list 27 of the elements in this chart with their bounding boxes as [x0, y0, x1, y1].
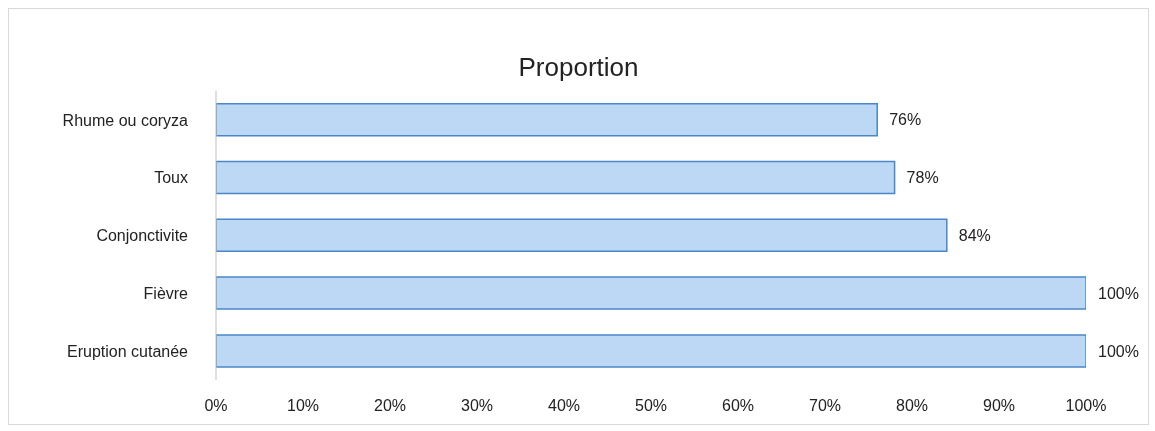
x-tick-label: 70%	[808, 397, 842, 415]
bar	[216, 102, 878, 137]
y-tick-label: Toux	[154, 169, 188, 187]
y-tick-label: Rhume ou coryza	[62, 111, 189, 129]
bar	[216, 276, 1086, 310]
chart-title: Proportion	[517, 51, 640, 84]
bar	[216, 218, 948, 253]
data-label: 100%	[1098, 284, 1139, 302]
x-tick-label: 40%	[547, 397, 581, 415]
x-tick-label: 10%	[286, 397, 320, 415]
x-tick-label: 20%	[373, 397, 407, 415]
x-tick-label: 80%	[895, 397, 929, 415]
x-tick-label: 90%	[982, 397, 1016, 415]
x-tick-label: 60%	[721, 397, 755, 415]
data-label: 100%	[1098, 342, 1139, 360]
x-tick-label: 50%	[634, 397, 668, 415]
data-label: 76%	[889, 111, 922, 129]
data-label: 84%	[958, 227, 991, 244]
y-tick-label: Conjonctivite	[96, 227, 189, 245]
x-tick-label: 100%	[1065, 397, 1107, 415]
bar	[216, 160, 896, 195]
x-tick-label: 0%	[204, 397, 228, 415]
bar	[216, 334, 1086, 368]
data-label: 78%	[906, 169, 939, 187]
y-tick-label: Fièvre	[143, 284, 189, 302]
y-tick-label: Eruption cutanée	[67, 342, 189, 360]
x-tick-label: 30%	[460, 397, 494, 415]
